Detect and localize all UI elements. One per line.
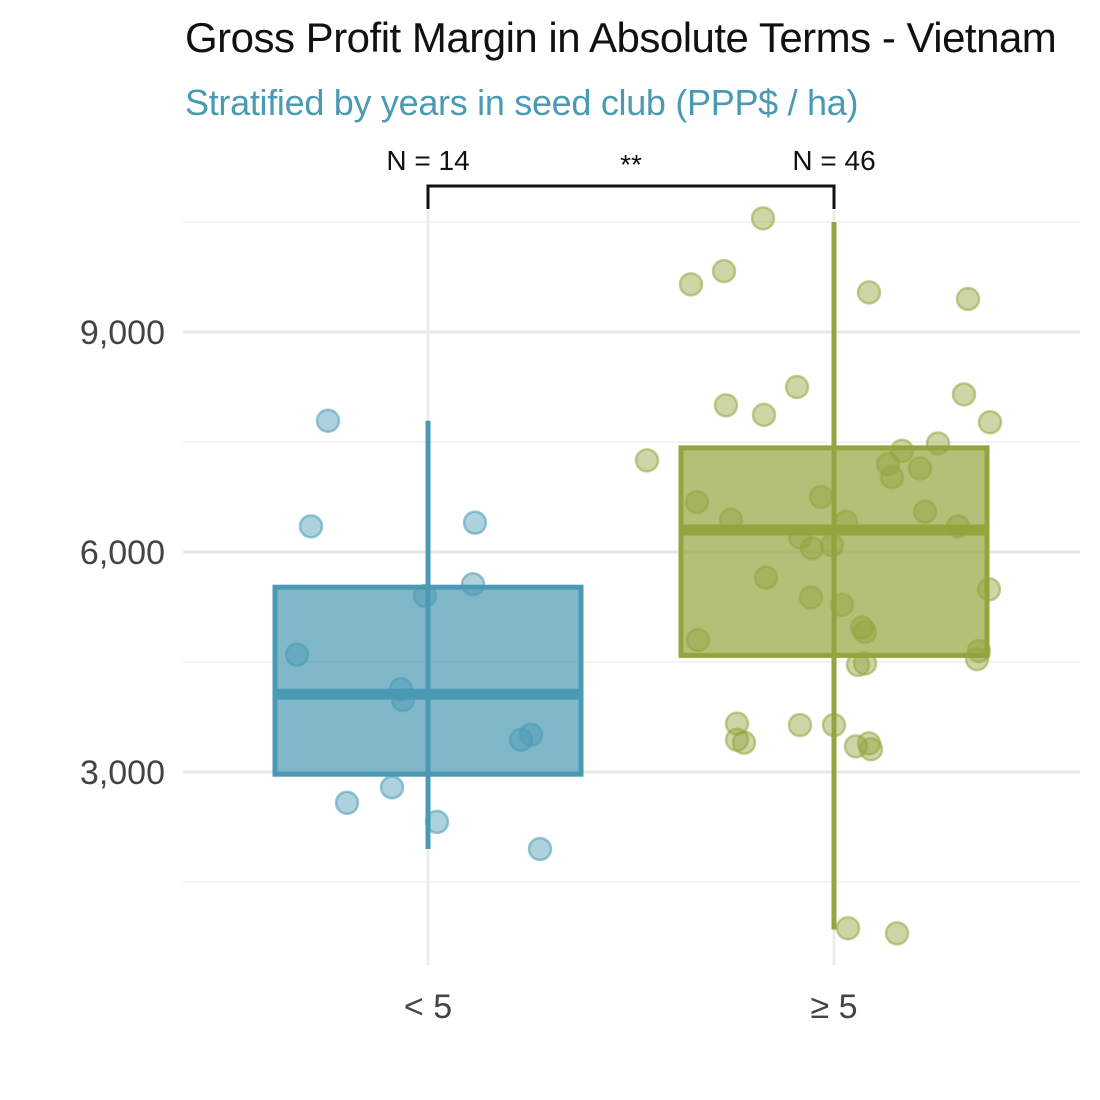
x-tick-label: < 5: [404, 988, 452, 1026]
data-point: [284, 642, 310, 667]
x-tick-label: ≥ 5: [810, 988, 857, 1026]
data-point: [879, 464, 905, 490]
significance-label: **: [620, 149, 642, 180]
data-point: [750, 206, 776, 231]
data-point: [977, 409, 1003, 435]
data-point: [711, 258, 737, 284]
data-point: [964, 646, 990, 672]
data-point: [460, 572, 486, 597]
box: [678, 445, 990, 658]
n-label: N = 14: [386, 145, 469, 176]
chart-title: Gross Profit Margin in Absolute Terms - …: [185, 14, 1057, 61]
y-tick-label: 3,000: [80, 754, 165, 792]
data-point: [798, 585, 824, 610]
data-point: [390, 687, 416, 713]
data-point: [858, 737, 884, 762]
chart-subtitle: Stratified by years in seed club (PPP$ /…: [185, 82, 859, 123]
y-tick-label: 6,000: [80, 534, 165, 572]
data-point: [518, 722, 544, 747]
data-point: [819, 533, 845, 558]
data-point: [315, 408, 341, 433]
data-point: [678, 272, 704, 297]
data-point: [298, 514, 324, 539]
data-point: [845, 652, 871, 678]
data-point: [829, 592, 855, 618]
data-point: [799, 536, 825, 561]
data-point: [751, 402, 777, 428]
data-point: [718, 507, 744, 532]
data-point: [907, 456, 933, 481]
data-point: [821, 712, 847, 738]
data-point: [976, 577, 1002, 602]
data-point: [925, 431, 951, 456]
data-point: [912, 499, 938, 524]
data-point: [634, 448, 660, 473]
data-point: [808, 484, 834, 510]
significance-bracket: [426, 184, 836, 209]
data-point: [731, 730, 757, 755]
y-tick-label: 9,000: [80, 314, 165, 352]
data-point: [951, 382, 977, 407]
data-point: [945, 514, 971, 539]
data-point: [424, 809, 450, 835]
n-label: N = 46: [792, 145, 875, 176]
data-point: [753, 565, 779, 590]
data-point: [856, 280, 882, 305]
data-point: [685, 627, 711, 653]
data-point: [884, 921, 910, 946]
data-point: [334, 790, 360, 816]
data-point: [462, 510, 488, 535]
data-point: [852, 619, 878, 645]
data-point: [412, 583, 438, 609]
data-point: [955, 286, 981, 312]
box: [272, 584, 584, 777]
data-point: [713, 393, 739, 418]
data-point: [784, 374, 810, 400]
data-point: [787, 712, 813, 738]
data-point: [527, 836, 553, 862]
data-point: [379, 775, 405, 800]
data-point: [684, 489, 710, 515]
data-point: [833, 509, 859, 535]
data-point: [835, 915, 861, 941]
